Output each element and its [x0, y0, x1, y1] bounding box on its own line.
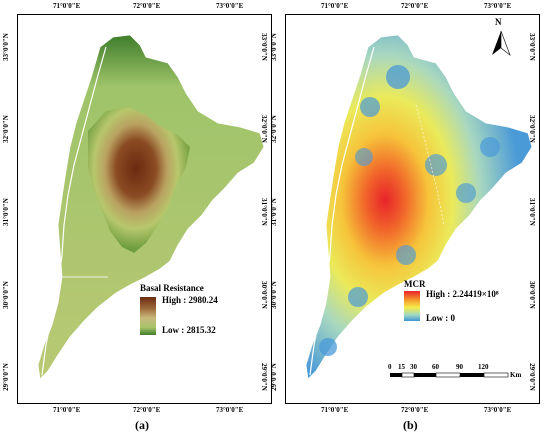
- caption-a: (a): [135, 418, 149, 432]
- scale-unit: Km: [510, 371, 522, 379]
- legend-low-a: Low : 2815.32: [162, 325, 216, 335]
- left-tick-a-3: 31°0'0"N: [1, 198, 10, 226]
- left-tick-a-5: 29°0'0"N: [1, 363, 10, 391]
- right-tick-a-1: 33°0'0"N: [259, 33, 268, 61]
- right-tick-b-5: 29°0'0"N: [527, 363, 536, 391]
- bottom-tick-a-2: 72°0'0"E: [133, 406, 161, 414]
- scale-label-120: 120: [478, 363, 489, 371]
- legend-ramp-a: [140, 297, 156, 335]
- caption-b: (b): [403, 418, 418, 432]
- blue-spot: [425, 154, 447, 176]
- left-tick-b-1: 33°0'0"N: [269, 33, 278, 61]
- panel-mcr: MCR High : 2.24419×10⁸ Low : 0 N 0 15 30…: [270, 2, 540, 414]
- legend-high-b: High : 2.24419×10⁸: [426, 289, 499, 299]
- scale-label-15: 15: [398, 363, 405, 371]
- bottom-tick-b-2: 72°0'0"E: [401, 406, 429, 414]
- blue-spot: [480, 137, 500, 157]
- top-tick-a-2: 72°0'0"E: [133, 2, 161, 10]
- blue-spot: [396, 245, 416, 265]
- right-tick-a-5: 29°0'0"N: [259, 363, 268, 391]
- bottom-tick-b-1: 71°0'0"E: [321, 406, 349, 414]
- blue-spot: [319, 338, 337, 356]
- top-tick-a-1: 71°0'0"E: [53, 2, 81, 10]
- mcr-map: [305, 30, 533, 380]
- left-tick-b-3: 31°0'0"N: [269, 198, 278, 226]
- blue-spot: [355, 148, 373, 166]
- blue-spot: [456, 183, 476, 203]
- left-tick-a-1: 33°0'0"N: [1, 33, 10, 61]
- legend-high-a: High : 2980.24: [162, 295, 218, 305]
- river-line-b2: [415, 104, 445, 226]
- scale-label-90: 90: [456, 363, 463, 371]
- right-tick-a-4: 30°0'0"N: [259, 281, 268, 309]
- top-tick-b-2: 72°0'0"E: [401, 2, 429, 10]
- bottom-tick-b-3: 73°0'0"E: [484, 406, 512, 414]
- north-label: N: [495, 17, 502, 27]
- right-tick-b-3: 31°0'0"N: [527, 198, 536, 226]
- top-tick-b-3: 73°0'0"E: [484, 2, 512, 10]
- bottom-tick-a-1: 71°0'0"E: [53, 406, 81, 414]
- bottom-tick-a-3: 73°0'0"E: [216, 406, 244, 414]
- left-tick-b-4: 30°0'0"N: [269, 281, 278, 309]
- legend-ramp-b: [404, 291, 420, 321]
- region-core-a: [88, 107, 190, 253]
- legend-title-a: Basal Resistance: [140, 283, 204, 293]
- river-line-a: [41, 46, 107, 376]
- region-shape-b: [305, 34, 533, 380]
- scale-label-30: 30: [410, 363, 417, 371]
- top-tick-a-3: 73°0'0"E: [216, 2, 244, 10]
- legend-title-b: MCR: [404, 279, 426, 289]
- left-tick-a-2: 32°0'0"N: [1, 115, 10, 143]
- right-tick-b-1: 33°0'0"N: [527, 33, 536, 61]
- right-tick-b-2: 32°0'0"N: [527, 115, 536, 143]
- left-tick-b-2: 32°0'0"N: [269, 115, 278, 143]
- scale-label-0: 0: [388, 363, 392, 371]
- scale-bar: [390, 372, 509, 378]
- river-line-b: [309, 46, 375, 376]
- blue-spot: [386, 65, 410, 89]
- panel-basal-resistance: Basal Resistance High : 2980.24 Low : 28…: [2, 2, 272, 414]
- right-tick-a-2: 32°0'0"N: [259, 115, 268, 143]
- scale-label-60: 60: [432, 363, 439, 371]
- blue-spot: [348, 287, 368, 307]
- right-tick-a-3: 31°0'0"N: [259, 198, 268, 226]
- right-tick-b-4: 30°0'0"N: [527, 281, 536, 309]
- left-tick-a-4: 30°0'0"N: [1, 281, 10, 309]
- left-tick-b-5: 29°0'0"N: [269, 363, 278, 391]
- top-tick-b-1: 71°0'0"E: [321, 2, 349, 10]
- legend-low-b: Low : 0: [426, 313, 455, 323]
- blue-spot: [360, 97, 380, 117]
- basal-resistance-map: [37, 34, 265, 380]
